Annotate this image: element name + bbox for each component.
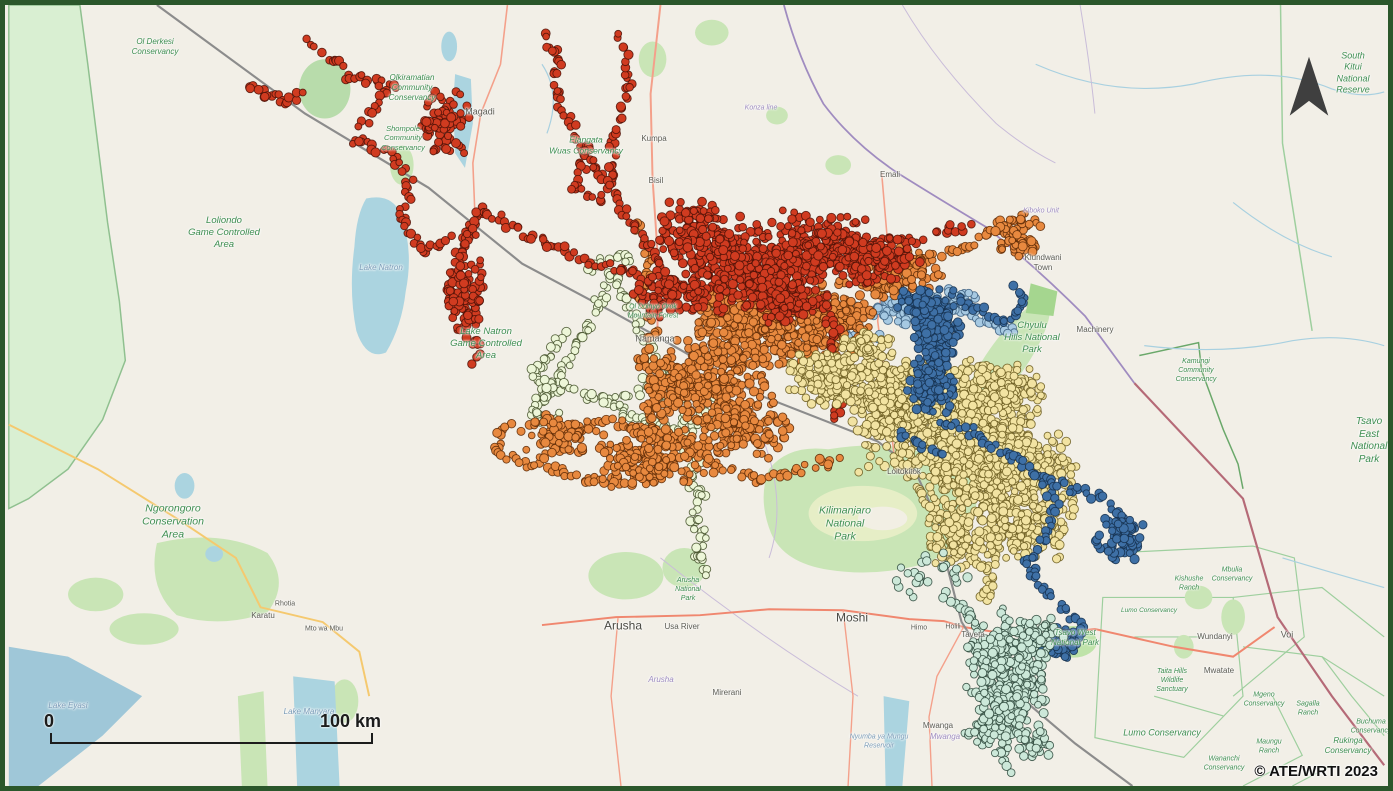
roads bbox=[8, 5, 1386, 786]
map-label: Loliondo Game Controlled Area bbox=[188, 215, 260, 250]
map-label: Tsavo West National Park bbox=[1050, 628, 1100, 647]
lake-natron bbox=[351, 197, 409, 355]
scale-start-label: 0 bbox=[44, 711, 55, 731]
map-label: Lumo Conservancy bbox=[1123, 727, 1201, 738]
map-label: Mwanga bbox=[922, 721, 954, 730]
rivers bbox=[541, 63, 1385, 589]
protected-area-west bbox=[8, 5, 127, 510]
scale-bar-bracket bbox=[50, 733, 373, 744]
namanga-road bbox=[649, 5, 662, 337]
map-label: Mwatate bbox=[1203, 666, 1235, 675]
map-label: Usa River bbox=[664, 622, 700, 631]
map-label: Karatu bbox=[251, 611, 275, 620]
kilimanjaro-summit bbox=[857, 506, 908, 531]
map-label: Kilimanjaro National Park bbox=[819, 504, 871, 543]
admin-boundaries bbox=[660, 5, 1096, 697]
map-label: Sagalla Ranch bbox=[1296, 700, 1320, 716]
mount-meru-forest bbox=[588, 551, 664, 600]
map-label: Holili bbox=[945, 623, 961, 631]
map-label: Kamungi Community Conservancy bbox=[1175, 357, 1217, 383]
map-label: Arusha bbox=[648, 675, 674, 684]
map-label: Buchuma Conservancy bbox=[1350, 718, 1392, 734]
map-label: Mgeno Conservancy bbox=[1243, 691, 1285, 707]
mombasa-corridor bbox=[1133, 382, 1386, 766]
karatu-road bbox=[8, 423, 371, 697]
map-label: Wananchi Conservancy bbox=[1203, 755, 1245, 771]
map-label: Ol Derkesi Conservancy bbox=[131, 37, 179, 56]
map-label: Shompole Community Conservancy bbox=[381, 123, 425, 152]
map-label: Ol Doinyo Orok Mountain Forest bbox=[627, 303, 679, 319]
map-label: Elangata Wuas Conservancy bbox=[549, 134, 623, 155]
map-label: Lake Eyasi bbox=[48, 701, 88, 710]
map-label: Taveta bbox=[961, 630, 985, 639]
loita-forest bbox=[299, 59, 351, 119]
arusha-voi-road bbox=[541, 608, 1276, 658]
map-label: Magadi bbox=[465, 106, 495, 117]
track-red bbox=[245, 28, 976, 423]
map-label: Kumpa bbox=[641, 134, 667, 143]
map-label: Lake Natron bbox=[359, 263, 403, 272]
kamungi-boundary bbox=[1139, 341, 1244, 489]
map-label: Taita Hills Wildlife Sanctuary bbox=[1156, 667, 1188, 693]
magadi-road bbox=[472, 5, 509, 213]
lake-eyasi bbox=[8, 646, 143, 786]
forest-polygons bbox=[68, 19, 1245, 786]
map-label: Bisil bbox=[648, 176, 664, 185]
tracking-dots-layer bbox=[245, 28, 1148, 777]
nyumba-ya-mungu bbox=[883, 696, 910, 786]
map-label: South Kitui National Reserve bbox=[1336, 50, 1370, 95]
track-mint bbox=[891, 548, 1069, 777]
map-label: Ngorongoro Conservation Area bbox=[142, 502, 204, 541]
basemap bbox=[8, 5, 1386, 786]
map-label: Lumo Conservancy bbox=[1121, 606, 1177, 614]
map-label: Kishushe Ranch bbox=[1174, 575, 1204, 591]
map-label: Chyulu Hills National Park bbox=[1004, 320, 1060, 355]
map-label: Konza line bbox=[744, 104, 778, 112]
conservancy-boundary-ne bbox=[1279, 5, 1313, 331]
map-label: Loitokitok bbox=[887, 467, 921, 476]
map-label: Olkiramatian Community Conservancy bbox=[388, 73, 436, 102]
marang-forest bbox=[237, 691, 268, 786]
scale-end-label: 100 km bbox=[319, 711, 381, 731]
map-label: Mbulia Conservancy bbox=[1211, 566, 1253, 582]
lake-polygons bbox=[8, 31, 910, 786]
map-label: Tsavo East National Park bbox=[1350, 416, 1388, 465]
southern-roads bbox=[610, 610, 965, 786]
railway-line bbox=[783, 5, 1136, 384]
map-labels-layer: Ol Derkesi Conservancy Olkiramatian Commu… bbox=[5, 5, 1388, 786]
map-label: Kiboko Unit bbox=[1023, 207, 1059, 215]
map-label: Emali bbox=[879, 170, 901, 179]
map-label: Machinery bbox=[1076, 325, 1114, 334]
map-label: Wundanyi bbox=[1197, 632, 1233, 641]
map-label: Lake Natron Game Controlled Area bbox=[450, 326, 522, 361]
map-label: Arusha National Park bbox=[675, 576, 701, 602]
map-label: Namanga bbox=[635, 333, 675, 344]
map-label: Nyumba ya Mungu Reservoir bbox=[849, 733, 909, 749]
map-label: Voi bbox=[1280, 629, 1294, 640]
map-label: Kiundwani Town bbox=[1024, 253, 1062, 272]
attribution-text: © ATE/WRTI 2023 bbox=[1254, 763, 1378, 780]
scale-bar: 0 100 km bbox=[44, 711, 381, 744]
ngorongoro-forest bbox=[154, 537, 279, 622]
lake-manyara bbox=[293, 676, 340, 786]
map-label: Rhotia bbox=[274, 600, 296, 608]
map-label: Himo bbox=[910, 624, 928, 632]
north-arrow-icon bbox=[1289, 56, 1329, 116]
map-label: Maungu Ranch bbox=[1256, 738, 1282, 754]
map-label: Mirerani bbox=[712, 688, 742, 697]
map-label: Arusha bbox=[603, 618, 643, 633]
map-label: Rukinga Conservancy bbox=[1324, 736, 1372, 755]
map-label: Moshi bbox=[835, 610, 869, 625]
map-label: Mto wa Mbu bbox=[304, 625, 344, 633]
protected-area-polygons bbox=[8, 5, 1385, 786]
map-label: Mwanga bbox=[929, 732, 961, 741]
